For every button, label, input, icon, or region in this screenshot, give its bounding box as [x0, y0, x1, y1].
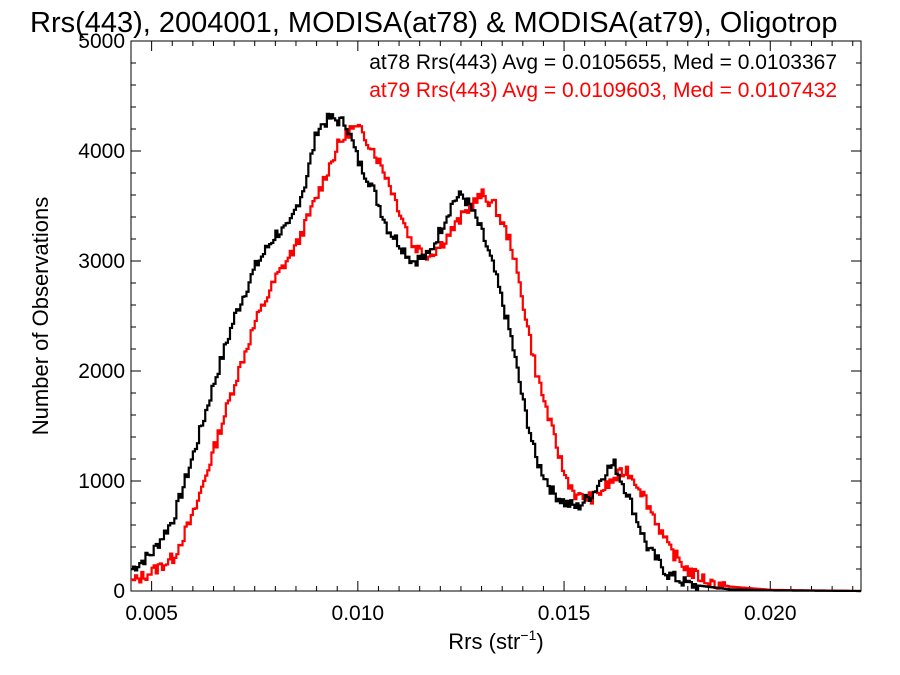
annotation-at78: at78 Rrs(443) Avg = 0.0105655, Med = 0.0…	[369, 51, 837, 74]
x-axis-label-main: Rrs (str	[448, 629, 520, 654]
y-tick-label: 3000	[78, 250, 125, 273]
plot-frame	[130, 40, 862, 592]
x-tick-label: 0.010	[332, 602, 385, 625]
y-tick-label: 2000	[78, 360, 125, 383]
y-tick-label: 0	[113, 580, 125, 603]
x-tick-label: 0.020	[744, 602, 797, 625]
annotation-at79: at79 Rrs(443) Avg = 0.0109603, Med = 0.0…	[369, 79, 837, 102]
y-axis-label: Number of Observations	[28, 197, 53, 435]
x-tick-label: 0.005	[125, 602, 178, 625]
series-at78-line	[131, 112, 861, 593]
annotation-layer: at78 Rrs(443) Avg = 0.0105655, Med = 0.0…	[369, 51, 837, 102]
x-axis-label-end: )	[536, 629, 543, 654]
y-axis: 0 1000 2000 3000 4000 5000	[78, 30, 861, 603]
x-axis-label: Rrs (str−1)	[448, 627, 543, 654]
y-tick-label: 4000	[78, 140, 125, 163]
x-axis-label-sup: −1	[520, 627, 536, 643]
x-tick-label: 0.015	[538, 602, 591, 625]
series-at79-line	[131, 123, 861, 593]
series-layer	[131, 112, 861, 593]
chart-title: Rrs(443), 2004001, MODISA(at78) & MODISA…	[30, 7, 837, 39]
y-tick-label: 1000	[78, 470, 125, 493]
y-tick-label: 5000	[78, 30, 125, 53]
